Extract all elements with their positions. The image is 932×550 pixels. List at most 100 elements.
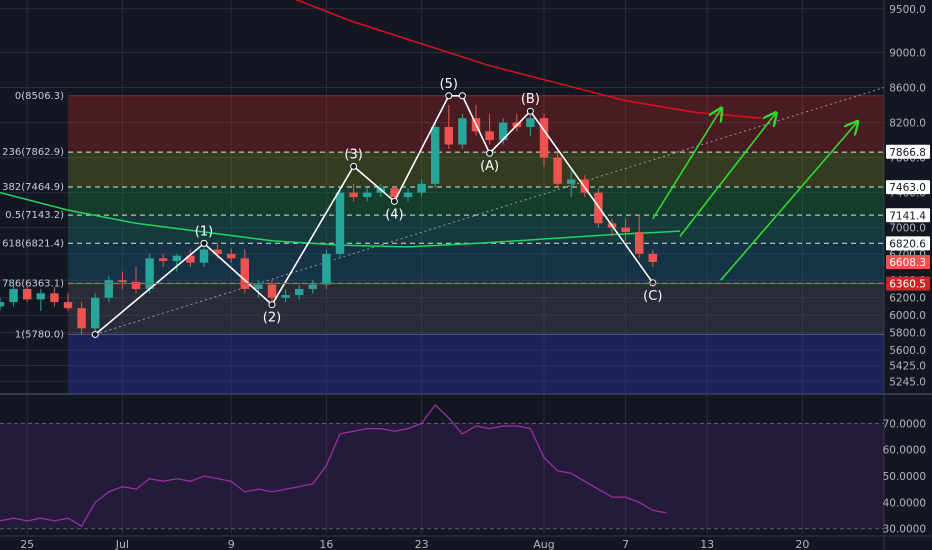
wave-label: (2): [263, 311, 281, 326]
candle-body: [417, 183, 426, 193]
price-label-box: [886, 254, 930, 269]
candle-body: [186, 255, 195, 263]
elliott-wave-path: (1) (2) (3) (4) (5) (A) (B) (C): [91, 77, 662, 338]
rsi-band: [0, 423, 884, 529]
time-tick-label: 23: [415, 538, 429, 550]
wave-node: [526, 107, 534, 115]
wave-node: [486, 149, 494, 157]
price-tick-label: 9500.0: [889, 4, 926, 16]
time-tick-label: 25: [20, 538, 34, 550]
candle-body: [36, 293, 46, 300]
time-tick-label: Jul: [115, 538, 129, 550]
candle-body: [458, 118, 467, 145]
candlesticks: [0, 105, 658, 335]
wave-label: (4): [385, 207, 403, 222]
candle-body: [580, 179, 590, 193]
price-axis[interactable]: 9500.09000.08600.08200.07800.07400.07000…: [886, 4, 930, 389]
price-label-box: [886, 144, 930, 159]
wave-label: (1): [195, 224, 213, 239]
candle-body: [199, 249, 209, 263]
fib-level-label: 1(5780.0): [15, 329, 64, 340]
fibonacci-zones: [68, 95, 884, 394]
price-label-text: 7866.8: [889, 147, 926, 159]
price-label-text: 6608.3: [889, 257, 926, 269]
time-tick-label: 20: [795, 538, 809, 550]
fibonacci-levels: 0(8506.3) 236(7862.9) 382(7464.9) 0.5(7143.…: [2, 91, 884, 340]
wave-node: [91, 330, 99, 338]
candle-body: [104, 280, 114, 298]
projection-arrow: [652, 109, 721, 220]
price-tick-label: 5245.0: [889, 376, 926, 388]
time-tick-label: 7: [622, 538, 629, 550]
candle-body: [294, 288, 304, 296]
candle-body: [213, 249, 222, 254]
projection-arrow: [720, 123, 857, 281]
wave-node: [649, 279, 657, 287]
price-tick-label: 7000.0: [889, 223, 926, 235]
wave-node: [200, 239, 208, 247]
time-axis[interactable]: 25 Jul 9 16 23 Aug 7 13 20: [20, 538, 809, 550]
price-tick-label: 5425.0: [889, 361, 926, 373]
candle-body: [362, 192, 372, 197]
projection-arrow: [679, 114, 775, 237]
rsi-tick-label: 70.0000: [883, 418, 926, 430]
candle-body: [172, 255, 182, 261]
rsi-line: [0, 403, 667, 527]
wave-node: [350, 162, 358, 170]
projection-arrows: [652, 109, 857, 281]
candle-body: [621, 227, 630, 233]
fib-zone: [68, 215, 884, 244]
rsi-tick-label: 40.0000: [883, 497, 926, 509]
wave-node: [390, 197, 398, 205]
candle-body: [322, 253, 331, 285]
price-label-box: [886, 236, 930, 251]
rsi-tick-label: 60.0000: [883, 445, 926, 457]
price-label-box: [886, 180, 930, 195]
candle-body: [9, 288, 18, 303]
fib-zone: [68, 283, 884, 335]
time-tick-label: 9: [228, 538, 235, 550]
candle-body: [118, 280, 127, 282]
price-label-box: [886, 208, 930, 223]
price-tick-label: 5800.0: [889, 328, 926, 340]
time-tick-label: 13: [700, 538, 714, 550]
fib-level-label: 236(7862.9): [2, 147, 64, 158]
candle-body: [553, 157, 562, 184]
candle-body: [634, 232, 644, 254]
candle-body: [648, 253, 658, 262]
wave-line: [94, 94, 654, 336]
time-tick-label: 16: [319, 538, 333, 550]
candle-body: [77, 308, 86, 329]
candle-body: [145, 258, 154, 289]
price-tick-label: 6000.0: [889, 310, 926, 322]
candle-body: [267, 284, 277, 298]
candle-body: [131, 281, 141, 289]
candle-body: [0, 302, 5, 307]
fib-zone-below: [68, 334, 884, 394]
candle-body: [390, 188, 399, 197]
candle-body: [308, 284, 318, 289]
fib-zone: [68, 152, 884, 187]
fib-level-label: 618(6821.4): [2, 238, 64, 249]
price-label-text: 7463.0: [889, 182, 926, 194]
price-tick-label: 6200.0: [889, 293, 926, 305]
candle-body: [335, 192, 345, 254]
fib-zone: [68, 186, 884, 216]
fib-level-label: 382(7464.9): [2, 182, 64, 193]
price-label-text: 7141.4: [889, 210, 926, 222]
wave-label: (5): [440, 77, 458, 92]
price-label-box: [886, 276, 930, 291]
candle-body: [254, 284, 263, 289]
candle-body: [444, 126, 454, 145]
wave-node: [445, 92, 453, 100]
candle-body: [485, 131, 494, 141]
time-tick-label: Aug: [533, 538, 554, 550]
candle-body: [158, 258, 168, 261]
candle-body: [349, 192, 358, 197]
candle-body: [63, 302, 73, 309]
wave-node: [268, 301, 276, 309]
candle-body: [22, 288, 32, 300]
wave-label: (A): [480, 159, 499, 174]
